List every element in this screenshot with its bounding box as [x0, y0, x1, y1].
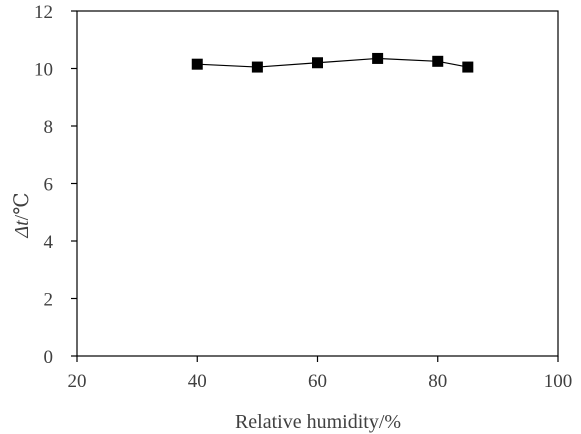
y-axis-ticks: 0 2 4 6 8 10 12 — [34, 2, 77, 368]
data-point-marker — [312, 57, 323, 69]
x-tick-label: 40 — [188, 371, 207, 392]
x-tick-label: 60 — [308, 371, 327, 392]
x-axis-title: Relative humidity/% — [235, 411, 401, 433]
x-axis-ticks: 20 40 60 80 100 — [68, 356, 573, 392]
y-axis-title: Δt/℃ — [11, 192, 33, 238]
y-tick-label: 2 — [44, 290, 54, 311]
series-line — [197, 57, 468, 68]
y-tick-label: 10 — [34, 60, 53, 81]
series-layer — [191, 52, 474, 73]
data-point-marker — [191, 58, 203, 70]
y-tick-label: 6 — [44, 175, 54, 196]
y-tick-label: 12 — [34, 2, 53, 23]
x-tick-label: 100 — [544, 371, 573, 392]
x-tick-label: 80 — [428, 371, 447, 392]
data-point-marker — [251, 61, 263, 73]
y-tick-label: 4 — [44, 232, 54, 253]
x-tick-label: 20 — [68, 371, 87, 392]
data-point-marker — [372, 52, 384, 64]
y-axis-title-unit: /℃ — [11, 192, 33, 220]
y-axis-title-symbol: Δt — [11, 220, 33, 239]
data-point-marker — [462, 61, 474, 73]
data-point-marker — [432, 55, 444, 67]
y-tick-label: 0 — [44, 347, 54, 368]
y-tick-label: 8 — [44, 117, 54, 138]
